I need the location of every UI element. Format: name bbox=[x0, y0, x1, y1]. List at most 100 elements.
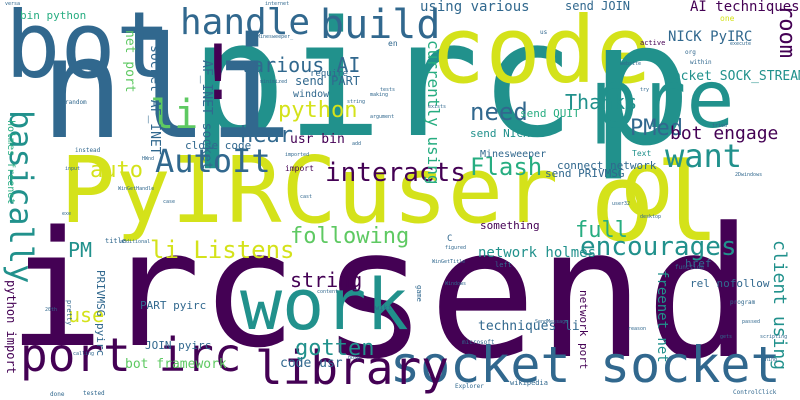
word-63: code usr bbox=[280, 356, 343, 371]
word-133: imported bbox=[285, 152, 310, 158]
word-109: Minesweeper_ bbox=[257, 34, 294, 40]
word-85: import bbox=[285, 164, 314, 173]
word-78: en bbox=[388, 39, 398, 48]
word-16: build bbox=[320, 2, 441, 48]
word-61: usr bin bbox=[290, 132, 345, 147]
word-107: WinGetHandle bbox=[118, 186, 155, 192]
word-134: input bbox=[65, 166, 81, 172]
word-67: PRIVMSG pyirc bbox=[94, 270, 107, 357]
word-115: execute bbox=[730, 41, 752, 47]
word-47: socket SOCK_STREAM bbox=[665, 69, 800, 84]
word-114: website bbox=[620, 61, 642, 67]
word-8: pre bbox=[590, 53, 735, 146]
word-96: wikipedia bbox=[510, 379, 548, 387]
word-69: holmes freenet bbox=[5, 120, 16, 205]
word-123: SendMessage bbox=[535, 319, 569, 325]
word-72: rel nofollow bbox=[690, 277, 770, 290]
word-22: encourages bbox=[580, 232, 737, 262]
word-44: freenet net bbox=[654, 270, 670, 363]
word-38: li bbox=[150, 92, 199, 138]
word-91: tested bbox=[83, 390, 105, 397]
word-105: cast bbox=[300, 194, 313, 200]
word-126: tried bbox=[712, 123, 728, 129]
word-117: minimized bbox=[260, 79, 288, 85]
word-77: Text bbox=[632, 149, 652, 158]
word-84: within bbox=[690, 59, 712, 66]
word-32: bot engage bbox=[670, 123, 779, 144]
word-113: tests bbox=[380, 87, 396, 93]
word-103: figured bbox=[445, 245, 467, 251]
word-124: 2Dwindows bbox=[735, 172, 763, 178]
word-88: title bbox=[105, 237, 127, 245]
word-130: case bbox=[163, 199, 176, 205]
word-101: function bbox=[675, 264, 704, 271]
word-27: full bbox=[575, 218, 628, 243]
word-94: game bbox=[415, 285, 423, 302]
word-26: gotten bbox=[295, 336, 375, 361]
word-11: socket bbox=[600, 336, 781, 394]
word-36: python bbox=[278, 98, 358, 123]
word-125: thing bbox=[762, 357, 778, 363]
word-7: p bbox=[590, 0, 693, 184]
word-31: PMed bbox=[630, 116, 683, 141]
word-135: HWnd bbox=[142, 156, 155, 162]
word-49: send JOIN bbox=[565, 0, 631, 13]
word-108: WinGetTitle bbox=[432, 259, 466, 265]
word-21: interacts bbox=[325, 158, 466, 188]
word-28: Flash bbox=[470, 153, 543, 181]
word-56: Minesweeper bbox=[480, 149, 547, 160]
word-132: exe bbox=[62, 211, 72, 217]
word-102: desktop bbox=[640, 214, 662, 220]
word-34: hear bbox=[240, 123, 293, 148]
word-24: following bbox=[290, 224, 410, 249]
word-19: want bbox=[665, 137, 743, 175]
word-0: send bbox=[320, 190, 754, 399]
word-74: something bbox=[480, 219, 540, 232]
word-92: left bbox=[495, 261, 512, 269]
word-128: 20th bbox=[45, 307, 58, 313]
word-51: currently using bbox=[424, 40, 443, 185]
word-53: send QUIT bbox=[520, 107, 580, 120]
word-95: microsoft bbox=[462, 339, 495, 346]
word-137: Windows bbox=[445, 281, 467, 287]
word-93: wiki bbox=[375, 304, 392, 312]
word-76: require bbox=[310, 69, 348, 79]
word-30: Thanks bbox=[565, 90, 638, 114]
word-39: ! bbox=[195, 28, 241, 117]
word-116: internet bbox=[265, 1, 290, 7]
word-60: bin python bbox=[20, 9, 87, 22]
word-25: string bbox=[290, 268, 363, 292]
word-118: try bbox=[640, 87, 650, 93]
word-80: one bbox=[720, 14, 735, 23]
word-68: python import bbox=[4, 280, 18, 374]
word-75: window bbox=[293, 89, 330, 100]
word-17: handle bbox=[180, 2, 311, 43]
word-111: string bbox=[347, 99, 366, 105]
word-14: ol bbox=[590, 141, 721, 266]
word-136: making bbox=[370, 92, 389, 98]
word-122: scripting bbox=[760, 334, 788, 340]
word-106: additional bbox=[120, 239, 151, 245]
word-121: passed bbox=[742, 319, 761, 325]
word-112: exists bbox=[428, 104, 447, 110]
word-100: gets bbox=[720, 334, 733, 340]
word-83: org bbox=[685, 49, 696, 56]
word-81: active bbox=[640, 39, 666, 47]
word-54: send PRIVMSG bbox=[545, 167, 625, 180]
word-58: AF_INET socket bbox=[199, 60, 214, 170]
word-50: using various bbox=[420, 0, 530, 15]
word-71: network port bbox=[577, 290, 590, 370]
word-3: pirc bbox=[190, 0, 576, 173]
word-12: port irc bbox=[20, 328, 242, 382]
word-98: ControlClick bbox=[733, 389, 777, 396]
word-46: NICK PyIRC bbox=[668, 29, 753, 45]
word-65: JOIN pyirc bbox=[145, 339, 212, 352]
word-120: reason bbox=[628, 326, 647, 332]
word-87: random bbox=[65, 99, 87, 106]
word-15: o bbox=[620, 132, 675, 237]
word-9: work bbox=[240, 264, 409, 346]
word-43: network holmes bbox=[478, 245, 597, 261]
word-29: need bbox=[470, 98, 528, 126]
word-5: bot bbox=[5, 0, 172, 99]
